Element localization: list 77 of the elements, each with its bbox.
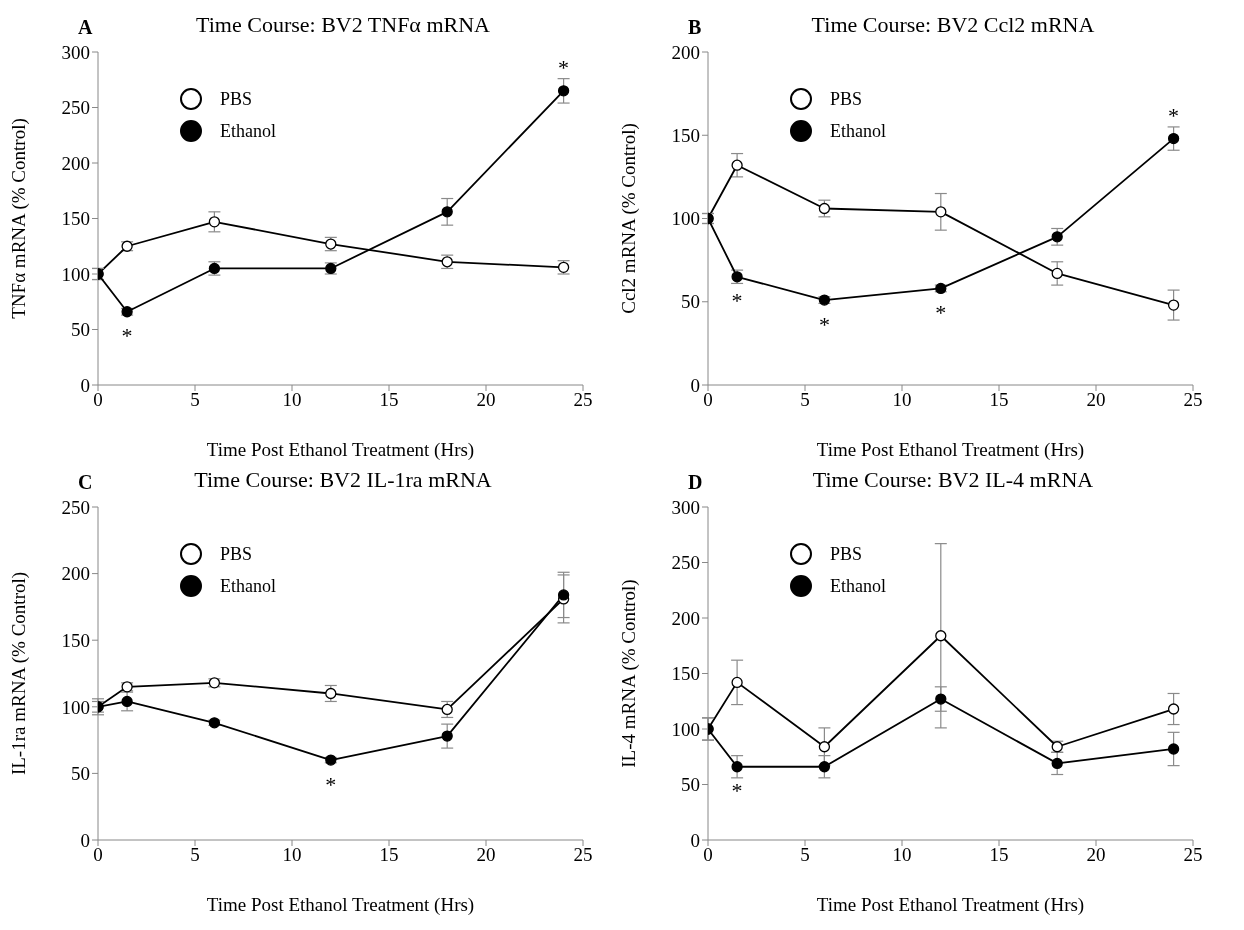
y-axis-title: TNFα mRNA (% Control) bbox=[7, 118, 30, 319]
chart-title: Time Course: BV2 IL-4 mRNA bbox=[812, 467, 1094, 492]
y-tick-label: 50 bbox=[71, 763, 90, 785]
x-axis-title: Time Post Ethanol Treatment (Hrs) bbox=[206, 894, 475, 917]
y-tick-label: 150 bbox=[61, 629, 90, 651]
legend-label: PBS bbox=[220, 88, 253, 110]
y-tick-label: 100 bbox=[671, 718, 700, 740]
x-tick-label: 15 bbox=[379, 844, 399, 866]
x-tick-label: 25 bbox=[573, 844, 593, 866]
y-tick-label: 250 bbox=[671, 552, 700, 574]
chart-title: Time Course: BV2 Ccl2 mRNA bbox=[811, 12, 1095, 37]
y-tick-label: 200 bbox=[61, 152, 90, 174]
y-tick-label: 0 bbox=[690, 829, 700, 851]
annotation: * bbox=[935, 300, 947, 326]
y-tick-label: 300 bbox=[671, 496, 700, 518]
x-tick-label: 10 bbox=[282, 389, 302, 411]
x-tick-label: 5 bbox=[800, 389, 810, 411]
x-tick-label: 25 bbox=[573, 389, 593, 411]
annotation: * bbox=[121, 323, 133, 349]
x-tick-label: 5 bbox=[800, 844, 810, 866]
legend-label: Ethanol bbox=[830, 575, 886, 597]
x-axis-title: Time Post Ethanol Treatment (Hrs) bbox=[816, 894, 1085, 917]
annotation: * bbox=[731, 778, 743, 804]
annotation: * bbox=[731, 288, 743, 314]
x-tick-label: 15 bbox=[379, 389, 399, 411]
y-tick-label: 100 bbox=[61, 696, 90, 718]
x-tick-label: 15 bbox=[989, 844, 1009, 866]
x-tick-label: 20 bbox=[1086, 844, 1106, 866]
x-axis-title: Time Post Ethanol Treatment (Hrs) bbox=[816, 439, 1085, 462]
text: C bbox=[78, 471, 93, 494]
annotation: * bbox=[558, 54, 570, 80]
y-tick-label: 200 bbox=[671, 607, 700, 629]
y-tick-label: 150 bbox=[671, 125, 700, 146]
x-tick-label: 15 bbox=[989, 389, 1009, 411]
legend-label: Ethanol bbox=[830, 120, 886, 142]
y-tick-label: 50 bbox=[681, 291, 700, 313]
x-tick-label: 10 bbox=[892, 389, 912, 411]
x-tick-label: 10 bbox=[282, 844, 302, 866]
text: A bbox=[78, 16, 93, 39]
y-tick-label: 50 bbox=[71, 319, 90, 341]
y-tick-label: 0 bbox=[690, 374, 700, 396]
y-tick-label: 100 bbox=[671, 208, 700, 230]
y-tick-label: 300 bbox=[61, 41, 90, 63]
y-tick-label: 0 bbox=[80, 829, 90, 851]
y-axis-title: IL-4 mRNA (% Control) bbox=[617, 579, 640, 768]
y-axis-title: Ccl2 mRNA (% Control) bbox=[617, 123, 640, 314]
x-tick-label: 25 bbox=[1183, 844, 1203, 866]
y-tick-label: 200 bbox=[61, 563, 90, 585]
x-tick-label: 20 bbox=[476, 389, 496, 411]
x-tick-label: 5 bbox=[190, 844, 200, 866]
annotation: * bbox=[818, 311, 830, 337]
x-tick-label: 20 bbox=[1086, 389, 1106, 411]
legend-label: PBS bbox=[830, 543, 863, 565]
legend-label: PBS bbox=[220, 543, 253, 565]
y-tick-label: 150 bbox=[671, 663, 700, 685]
y-tick-label: 250 bbox=[61, 97, 90, 119]
text: B bbox=[688, 16, 702, 39]
text: D bbox=[688, 471, 703, 494]
y-tick-label: 50 bbox=[681, 774, 700, 796]
y-tick-label: 200 bbox=[671, 41, 700, 63]
annotation: * bbox=[1168, 102, 1180, 128]
legend-label: Ethanol bbox=[220, 120, 276, 142]
x-axis-title: Time Post Ethanol Treatment (Hrs) bbox=[206, 439, 475, 462]
x-tick-label: 25 bbox=[1183, 389, 1203, 411]
annotation: * bbox=[325, 771, 337, 797]
y-tick-label: 100 bbox=[61, 263, 90, 285]
y-tick-label: 0 bbox=[80, 374, 90, 396]
x-tick-label: 5 bbox=[190, 389, 200, 411]
chart-title: Time Course: BV2 TNFα mRNA bbox=[196, 12, 490, 37]
legend-label: Ethanol bbox=[220, 575, 276, 597]
y-tick-label: 250 bbox=[61, 496, 90, 518]
x-tick-label: 10 bbox=[892, 844, 912, 866]
x-tick-label: 20 bbox=[476, 844, 496, 866]
y-tick-label: 150 bbox=[61, 208, 90, 230]
legend-label: PBS bbox=[830, 88, 863, 110]
chart-title: Time Course: BV2 IL-1ra mRNA bbox=[194, 467, 492, 492]
y-axis-title: IL-1ra mRNA (% Control) bbox=[7, 571, 30, 776]
